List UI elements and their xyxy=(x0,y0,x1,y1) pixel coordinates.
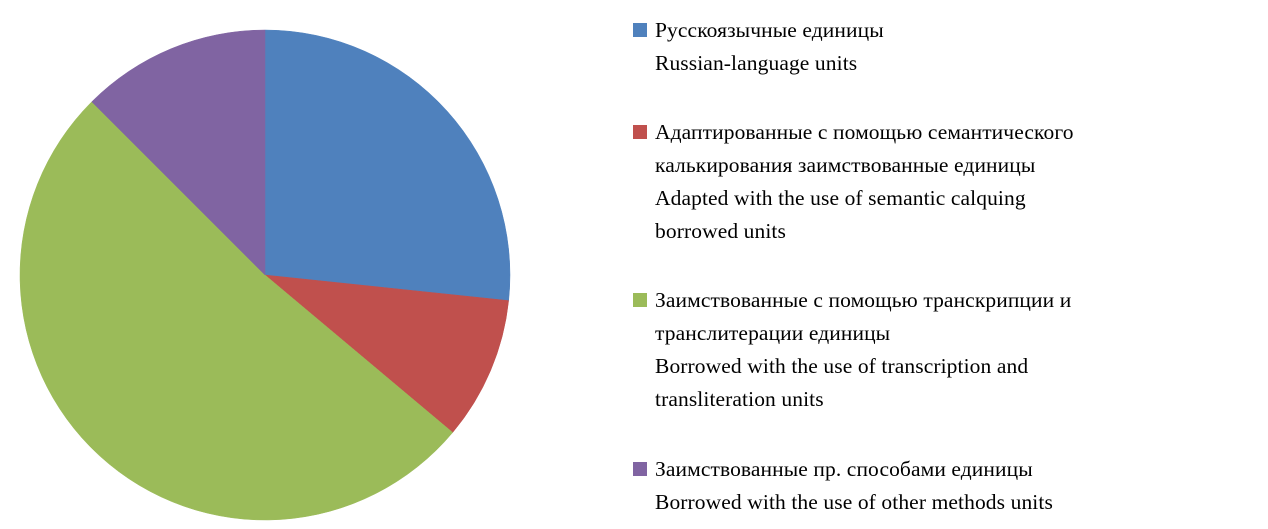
legend-label-en: Russian-language units xyxy=(655,51,858,75)
legend-label-en-2: borrowed units xyxy=(655,219,786,243)
legend-item-transcription-transliteration-units[interactable]: Заимствованные с помощью транскрипции и … xyxy=(630,284,1268,416)
legend-swatch-icon xyxy=(633,125,647,139)
legend-label-ru: Заимствованные пр. способами единицы xyxy=(655,457,1033,481)
pie-slice[interactable] xyxy=(91,29,266,276)
legend-label-ru: Русскоязычные единицы xyxy=(655,18,884,42)
legend-label-en-2: transliteration units xyxy=(655,387,824,411)
pie-slice[interactable] xyxy=(264,29,511,301)
chart-legend: Русскоязычные единицы Russian-language u… xyxy=(630,0,1268,529)
pie-slice-group xyxy=(19,29,511,521)
legend-swatch-icon xyxy=(633,23,647,37)
legend-swatch-icon xyxy=(633,462,647,476)
legend-item-russian-language-units[interactable]: Русскоязычные единицы Russian-language u… xyxy=(630,14,1268,80)
legend-item-other-methods-units[interactable]: Заимствованные пр. способами единицы Bor… xyxy=(630,453,1268,519)
legend-label-en: Adapted with the use of semantic calquin… xyxy=(655,186,1026,210)
pie-slice[interactable] xyxy=(264,274,509,433)
legend-label-ru: Заимствованные с помощью транскрипции и xyxy=(655,288,1072,312)
legend-label-en: Borrowed with the use of transcription a… xyxy=(655,354,1029,378)
legend-label-ru-2: калькирования заимствованные единицы xyxy=(655,153,1036,177)
legend-label-ru-2: транслитерации единицы xyxy=(655,321,891,345)
legend-label-ru: Адаптированные с помощью семантического xyxy=(655,120,1074,144)
legend-item-semantic-calquing-units[interactable]: Адаптированные с помощью семантического … xyxy=(630,116,1268,248)
pie-plot-area xyxy=(0,0,600,529)
legend-label-en: Borrowed with the use of other methods u… xyxy=(655,490,1053,514)
pie-slice[interactable] xyxy=(19,101,454,521)
pie-svg xyxy=(19,29,511,521)
legend-swatch-icon xyxy=(633,293,647,307)
